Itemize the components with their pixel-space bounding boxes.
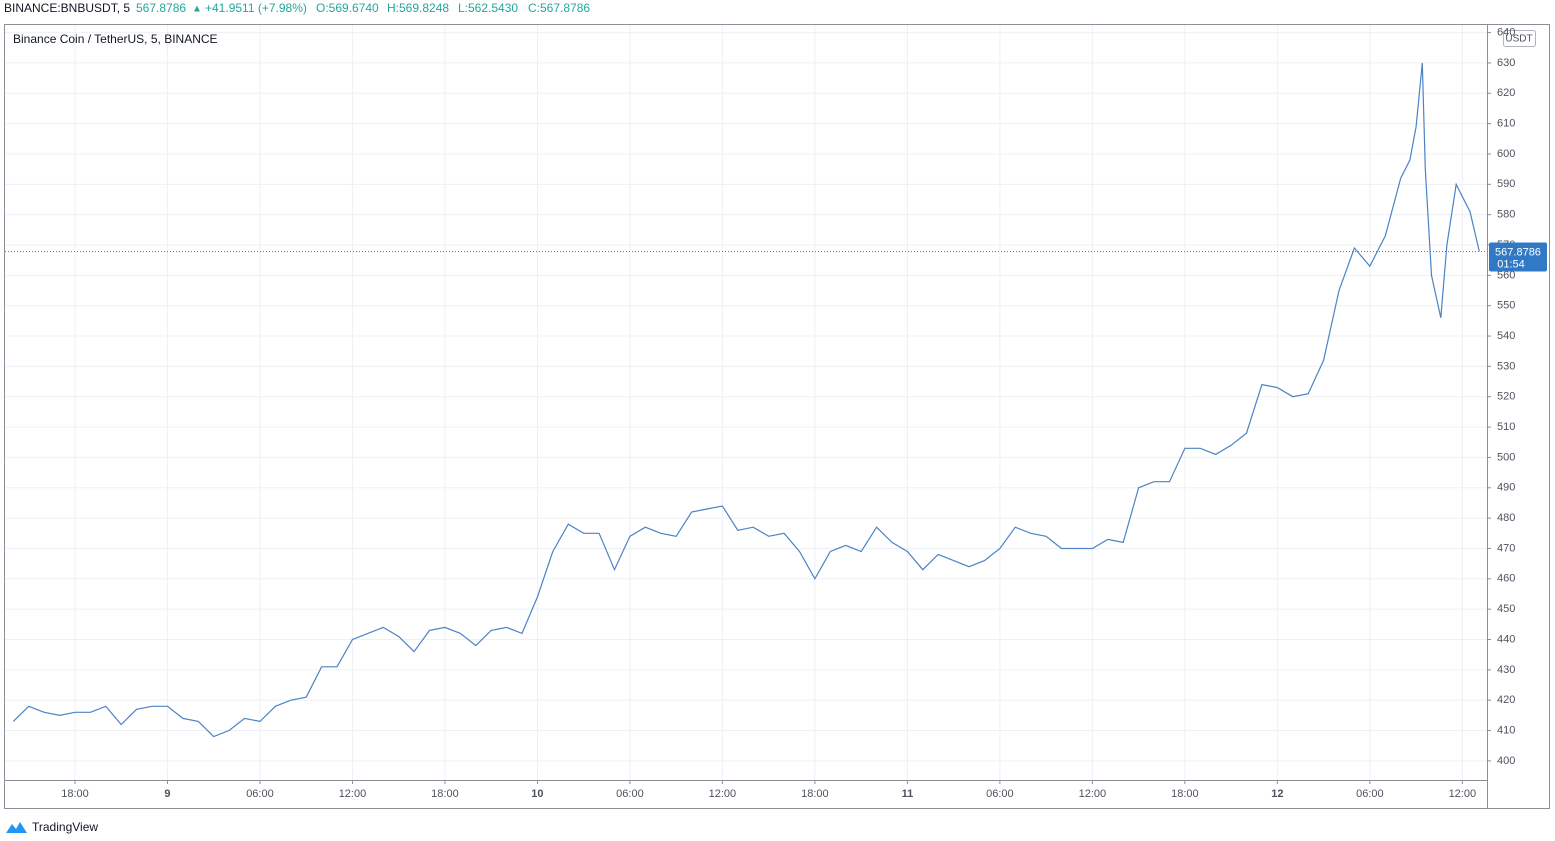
frame	[4, 24, 1550, 809]
x-tick-label: 18:00	[61, 788, 89, 800]
x-tick-label: 06:00	[616, 788, 644, 800]
y-tick-label: 460	[1497, 573, 1515, 585]
price-badge	[1489, 242, 1547, 272]
y-tick-label: 430	[1497, 664, 1515, 676]
y-tick-label: 640	[1497, 26, 1515, 38]
x-tick-label: 18:00	[431, 788, 459, 800]
change: +41.9511 (+7.98%)	[205, 1, 307, 15]
y-tick-label: 420	[1497, 694, 1515, 706]
y-tick-label: 410	[1497, 724, 1515, 736]
close: C:567.8786	[528, 1, 590, 15]
x-tick-label: 06:00	[246, 788, 274, 800]
y-tick-label: 500	[1497, 451, 1515, 463]
y-tick-label: 400	[1497, 755, 1515, 767]
y-tick-label: 520	[1497, 391, 1515, 403]
brand: TradingView	[32, 820, 98, 834]
price-line	[12, 62, 1480, 738]
x-tick-label: 18:00	[801, 788, 829, 800]
y-tick-label: 490	[1497, 482, 1515, 494]
low: L:562.5430	[458, 1, 518, 15]
unit: USDT	[1505, 34, 1532, 45]
last-price: 567.8786	[136, 1, 186, 15]
price-badge-value: 567.8786	[1495, 246, 1541, 258]
x-tick-label: 12:00	[709, 788, 737, 800]
x-tick-label: 11	[902, 788, 914, 800]
x-tick-label: 12:00	[1449, 788, 1477, 800]
open: O:569.6740	[316, 1, 379, 15]
y-tick-label: 630	[1497, 57, 1515, 69]
y-tick-label: 580	[1497, 209, 1515, 221]
x-tick-label: 06:00	[1356, 788, 1384, 800]
x-tick-label: 06:00	[986, 788, 1014, 800]
y-tick-label: 450	[1497, 603, 1515, 615]
chart-title: Binance Coin / TetherUS, 5, BINANCE	[13, 32, 218, 46]
price-badge-countdown: 01:54	[1497, 258, 1525, 270]
x-tick-label: 18:00	[1171, 788, 1199, 800]
unit-badge	[1503, 30, 1536, 47]
y-tick-label: 440	[1497, 633, 1515, 645]
x-tick-label: 12	[1271, 788, 1283, 800]
y-tick-label: 550	[1497, 300, 1515, 312]
y-tick-label: 530	[1497, 360, 1515, 372]
y-tick-label: 610	[1497, 118, 1515, 130]
y-tick-label: 480	[1497, 512, 1515, 524]
y-tick-label: 620	[1497, 87, 1515, 99]
y-tick-label: 560	[1497, 269, 1515, 281]
x-tick-label: 12:00	[1079, 788, 1107, 800]
y-tick-label: 510	[1497, 421, 1515, 433]
y-tick-label: 590	[1497, 178, 1515, 190]
arrow: ▲	[192, 4, 202, 15]
high: H:569.8248	[387, 1, 449, 15]
x-tick-label: 10	[531, 788, 543, 800]
y-tick-label: 470	[1497, 542, 1515, 554]
logo	[6, 822, 27, 833]
plot	[5, 62, 1487, 738]
grid	[5, 25, 1487, 780]
x-tick-label: 12:00	[339, 788, 367, 800]
x-tick-label: 9	[164, 788, 170, 800]
symbol: BINANCE:BNBUSDT, 5	[4, 1, 130, 15]
y-tick-label: 540	[1497, 330, 1515, 342]
y-tick-label: 600	[1497, 148, 1515, 160]
